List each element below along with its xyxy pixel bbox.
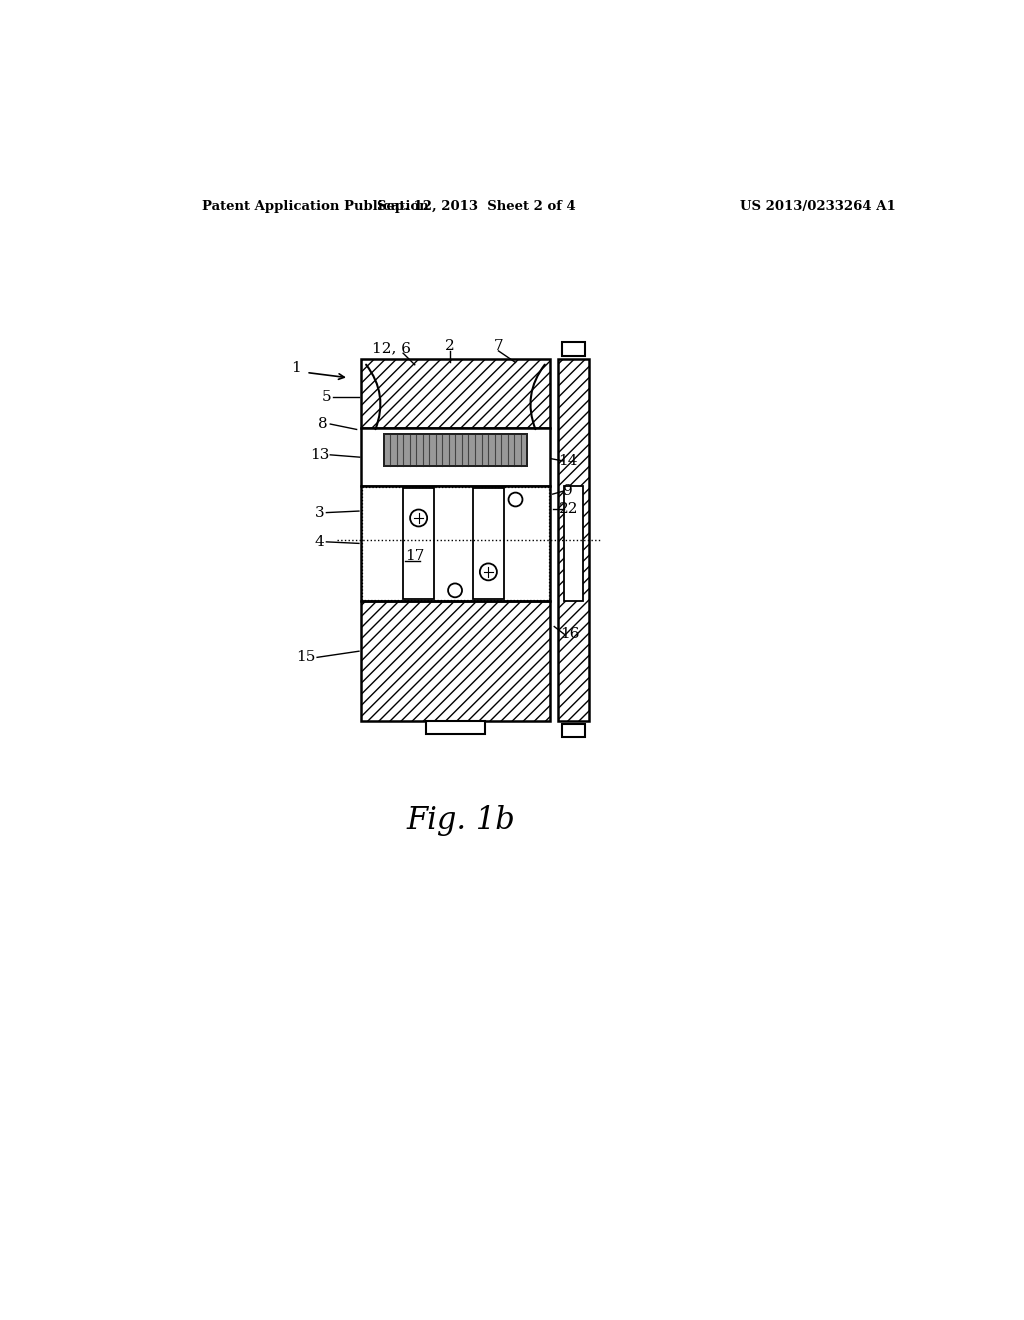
Text: 5: 5 <box>322 391 331 404</box>
Bar <box>362 487 549 599</box>
Circle shape <box>509 492 522 507</box>
Text: 1: 1 <box>291 360 301 375</box>
Bar <box>360 601 550 721</box>
Text: 17: 17 <box>404 549 424 564</box>
Text: 15: 15 <box>297 651 316 664</box>
Text: 2: 2 <box>444 338 455 352</box>
Bar <box>375 428 537 486</box>
Bar <box>426 721 484 734</box>
Bar <box>562 342 586 355</box>
Text: 16: 16 <box>560 627 580 642</box>
Bar <box>403 488 434 599</box>
Bar <box>426 721 484 734</box>
Bar <box>564 486 583 601</box>
Text: 22: 22 <box>558 502 578 516</box>
Bar <box>360 359 550 428</box>
Text: US 2013/0233264 A1: US 2013/0233264 A1 <box>740 201 896 214</box>
Bar <box>562 723 586 738</box>
Text: 14: 14 <box>558 454 578 469</box>
Bar <box>360 428 550 486</box>
Text: 9: 9 <box>563 484 573 498</box>
Bar <box>564 486 583 601</box>
Text: 8: 8 <box>318 417 328 432</box>
Text: Patent Application Publication: Patent Application Publication <box>202 201 428 214</box>
Text: 4: 4 <box>314 535 325 549</box>
Bar <box>360 359 550 428</box>
Circle shape <box>449 583 462 597</box>
Bar <box>384 434 527 466</box>
Text: 12, 6: 12, 6 <box>372 342 411 355</box>
Bar <box>360 601 550 721</box>
Text: 7: 7 <box>494 339 503 354</box>
Text: Fig. 1b: Fig. 1b <box>407 805 516 836</box>
Bar <box>558 359 589 721</box>
Text: 13: 13 <box>310 447 330 462</box>
Circle shape <box>410 510 427 527</box>
Bar <box>360 486 550 601</box>
Bar <box>473 488 504 599</box>
Text: Sep. 12, 2013  Sheet 2 of 4: Sep. 12, 2013 Sheet 2 of 4 <box>378 201 577 214</box>
Bar <box>384 434 527 466</box>
Text: 3: 3 <box>314 506 325 520</box>
Circle shape <box>480 564 497 581</box>
Bar <box>558 359 589 721</box>
